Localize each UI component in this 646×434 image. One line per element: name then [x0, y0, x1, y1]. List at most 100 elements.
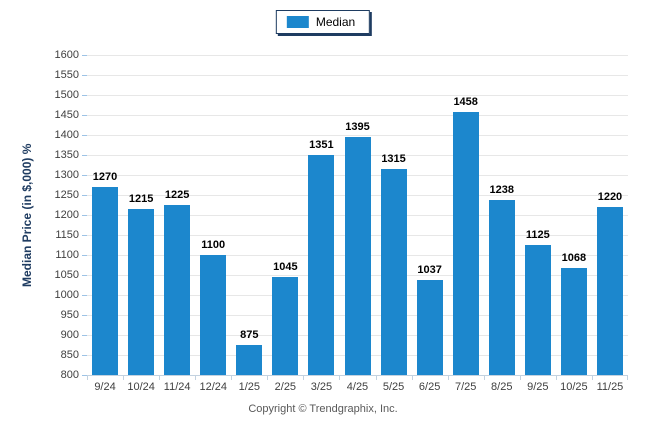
bar-value-label: 1100 [201, 239, 226, 251]
bar-value-label: 1220 [597, 191, 623, 203]
y-axis-tick [82, 135, 87, 136]
x-axis-ticks [87, 376, 628, 381]
y-axis-tick-label: 1200 [54, 209, 79, 221]
bar-value-label: 1238 [489, 183, 514, 196]
x-axis-tick-label: 1/25 [238, 381, 260, 393]
bar-value-label: 1068 [561, 251, 587, 264]
x-axis-tick-label: 7/25 [454, 381, 477, 393]
bar-4/25 [344, 137, 371, 375]
x-axis-tick-label: 3/25 [310, 381, 333, 393]
y-axis-tick-label: 1300 [54, 169, 79, 181]
x-axis-tick-label: 9/25 [527, 381, 549, 393]
y-axis-tick-label: 800 [60, 369, 79, 381]
gridline [87, 95, 628, 96]
x-axis-tick [159, 376, 161, 380]
x-axis-tick [591, 376, 593, 380]
x-axis-tick-label: 4/25 [346, 381, 369, 393]
y-axis-tick-label: 1350 [54, 149, 79, 161]
bar-value-label: 1037 [417, 264, 442, 277]
y-axis-tick-label: 1450 [54, 109, 79, 121]
y-axis-tick [82, 215, 87, 216]
y-axis-tick [82, 375, 87, 376]
bar-9/25 [524, 245, 551, 375]
y-axis-tick [82, 95, 87, 96]
bar-value-label: 1270 [92, 171, 118, 183]
bar-10/24 [128, 209, 155, 375]
gridline [87, 115, 628, 116]
y-axis-tick [82, 155, 87, 156]
bar-value-label: 875 [240, 329, 259, 341]
y-axis-tick [82, 175, 87, 176]
x-axis-tick-label: 9/24 [94, 381, 116, 393]
x-axis-tick-label: 5/25 [382, 381, 405, 393]
y-axis-tick-label: 1000 [54, 289, 79, 301]
y-axis-tick-label: 1150 [55, 229, 79, 241]
x-axis-tick [195, 376, 197, 380]
x-axis-tick [627, 376, 628, 380]
x-axis-tick [411, 376, 413, 380]
x-axis-tick-label: 11/24 [163, 381, 191, 393]
bar-2/25 [272, 277, 299, 375]
y-axis-tick-label: 1400 [54, 129, 79, 141]
bar-10/25 [560, 267, 587, 375]
x-axis-tick [231, 376, 233, 380]
x-axis-tick-label: 12/24 [199, 381, 227, 393]
x-axis-tick [303, 376, 305, 380]
x-axis-tick-label: 11/25 [596, 381, 624, 393]
bar-value-label: 1351 [309, 138, 334, 151]
bar-8/25 [488, 199, 515, 375]
x-axis-tick [339, 376, 341, 380]
y-axis-tick-label: 1250 [54, 189, 79, 201]
y-axis-tick [82, 335, 87, 336]
gridline [87, 75, 628, 76]
gridline [87, 55, 628, 56]
y-axis-tick [82, 75, 87, 76]
y-axis-tick [82, 195, 87, 196]
y-axis-tick-label: 1500 [54, 89, 79, 101]
legend-label: Median [315, 15, 356, 29]
bar-value-label: 1458 [453, 95, 478, 108]
y-axis-tick [82, 275, 87, 276]
y-axis-tick-label: 1100 [55, 249, 79, 261]
legend: Median [275, 10, 371, 34]
x-axis-tick-label: 6/25 [418, 381, 441, 393]
gridline [87, 135, 628, 136]
plot-area: 1270 1215 1225 1100 875 1045 1351 1395 1315 1037 1… [82, 55, 628, 376]
y-axis-tick-label: 1550 [54, 69, 79, 81]
x-axis-tick [123, 376, 125, 380]
bar-5/25 [380, 169, 407, 375]
bar-12/24 [200, 255, 227, 375]
legend-swatch-median [286, 16, 309, 28]
y-axis-tick [82, 355, 87, 356]
bar-value-label: 1045 [273, 261, 298, 273]
y-axis-tick-label: 850 [60, 349, 79, 361]
bar-value-label: 1315 [381, 153, 406, 165]
bar-11/25 [596, 207, 623, 375]
bar-11/24 [164, 205, 191, 375]
bar-7/25 [452, 111, 479, 375]
y-axis-tick [82, 315, 87, 316]
x-axis-tick [483, 376, 485, 380]
y-axis-tick [82, 115, 87, 116]
x-axis-tick-label: 10/25 [560, 381, 588, 393]
y-axis-tick [82, 295, 87, 296]
bar-3/25 [308, 154, 335, 375]
x-axis-tick-label: 2/25 [274, 381, 297, 393]
y-axis-tick-labels: 800 850 900 950 1000 1050 1100 1150 1200 1250 1300… [0, 49, 79, 381]
y-axis-tick [82, 235, 87, 236]
y-axis-tick [82, 55, 87, 56]
bar-9/24 [92, 187, 119, 375]
y-axis-tick-label: 1600 [54, 49, 79, 61]
bar-1/25 [236, 345, 263, 375]
x-axis-tick [519, 376, 521, 380]
x-axis-tick [375, 376, 377, 380]
x-axis-tick-labels: 9/24 10/24 11/24 12/24 1/25 2/25 3/25 4/25 5/25 6… [87, 381, 628, 396]
bar-value-label: 1125 [525, 229, 550, 241]
bar-6/25 [416, 280, 443, 375]
y-axis-tick-label: 950 [60, 309, 79, 321]
bar-value-label: 1395 [345, 121, 370, 133]
x-axis-tick [555, 376, 557, 380]
x-axis-tick-label: 10/24 [127, 381, 155, 393]
bar-value-label: 1215 [128, 193, 154, 205]
